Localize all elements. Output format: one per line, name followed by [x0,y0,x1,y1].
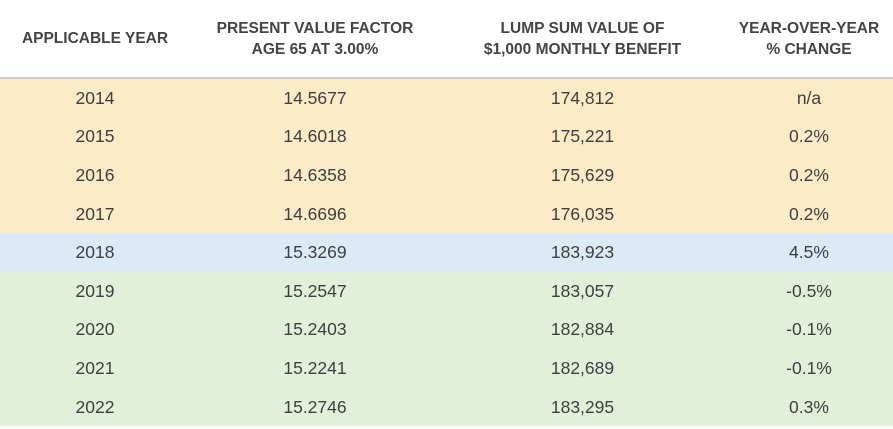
table-cell: 15.2746 [190,387,440,427]
table-row: 2021 15.2241 182,689 -0.1% [0,349,893,388]
table-cell: 14.5677 [190,78,440,118]
table-cell: 175,221 [440,117,725,157]
table-cell: 183,295 [440,387,725,427]
table-body: 2014 14.5677 174,812 n/a 2015 14.6018 175,221 0… [0,78,893,427]
table-cell: 14.6018 [190,117,440,157]
table-cell: 14.6696 [190,194,440,234]
table-cell: 183,923 [440,233,725,272]
table-cell: -0.1% [725,310,893,350]
header-text: $1,000 MONTHLY BENEFIT [483,40,682,58]
header-text: % CHANGE [766,40,852,58]
table-cell: 15.3269 [190,233,440,272]
table-row: 2022 15.2746 183,295 0.3% [0,387,893,427]
table-cell: -0.1% [725,349,893,388]
table-cell: 174,812 [440,78,725,118]
table-row: 2015 14.6018 175,221 0.2% [0,117,893,157]
header-text: YEAR-OVER-YEAR [738,19,880,37]
table-cell: 2014 [0,78,190,118]
header-text: AGE 65 AT 3.00% [251,40,379,58]
table-cell: 15.2403 [190,310,440,350]
header-text: LUMP SUM VALUE OF [500,19,665,37]
header-cell: APPLICABLE YEAR [0,0,190,79]
header-cell: PRESENT VALUE FACTOR AGE 65 AT 3.00% [190,0,440,79]
table-cell: 2015 [0,117,190,157]
table-cell: 2017 [0,194,190,234]
table-cell: 2016 [0,156,190,195]
table-cell: 2022 [0,387,190,427]
header-row: APPLICABLE YEAR PRESENT VALUE FACTOR AGE 6… [0,0,893,79]
table-header: APPLICABLE YEAR PRESENT VALUE FACTOR AGE 6… [0,0,893,79]
table-cell: 182,689 [440,349,725,388]
table-cell: 0.2% [725,194,893,234]
table-row: 2017 14.6696 176,035 0.2% [0,194,893,234]
table-cell: 182,884 [440,310,725,350]
table-row: 2016 14.6358 175,629 0.2% [0,156,893,195]
table-cell: 0.3% [725,387,893,427]
table-cell: 0.2% [725,117,893,157]
table-cell: 14.6358 [190,156,440,195]
table-cell: -0.5% [725,271,893,311]
header-text: APPLICABLE YEAR [21,30,169,47]
header-cell: LUMP SUM VALUE OF $1,000 MONTHLY BENEFIT [440,0,725,79]
table-row: 2019 15.2547 183,057 -0.5% [0,271,893,311]
header-cell: YEAR-OVER-YEAR % CHANGE [725,0,893,79]
table-cell: 183,057 [440,271,725,311]
table-cell: 2019 [0,271,190,311]
table-cell: 2021 [0,349,190,388]
table-cell: 0.2% [725,156,893,195]
header-text: PRESENT VALUE FACTOR [216,19,414,37]
table-row: 2018 15.3269 183,923 4.5% [0,233,893,272]
table-cell: 176,035 [440,194,725,234]
table-cell: n/a [725,78,893,118]
table-cell: 15.2547 [190,271,440,311]
table-cell: 2020 [0,310,190,350]
table-row: 2020 15.2403 182,884 -0.1% [0,310,893,350]
table-cell: 2018 [0,233,190,272]
table-cell: 4.5% [725,233,893,272]
table-cell: 15.2241 [190,349,440,388]
table-row: 2014 14.5677 174,812 n/a [0,78,893,118]
table-cell: 175,629 [440,156,725,195]
